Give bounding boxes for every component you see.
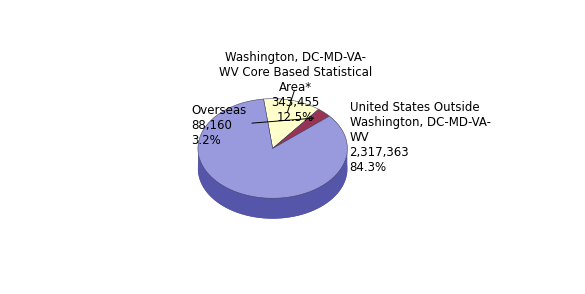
Polygon shape <box>273 109 329 148</box>
Polygon shape <box>198 146 347 219</box>
Polygon shape <box>264 99 319 148</box>
Text: Overseas
88,160
3.2%: Overseas 88,160 3.2% <box>191 104 314 147</box>
Text: United States Outside
Washington, DC-MD-VA-
WV
2,317,363
84.3%: United States Outside Washington, DC-MD-… <box>350 101 491 174</box>
Polygon shape <box>198 119 347 219</box>
Polygon shape <box>198 99 347 198</box>
Text: Washington, DC-MD-VA-
WV Core Based Statistical
Area*
343,455
12.5%: Washington, DC-MD-VA- WV Core Based Stat… <box>219 51 372 124</box>
